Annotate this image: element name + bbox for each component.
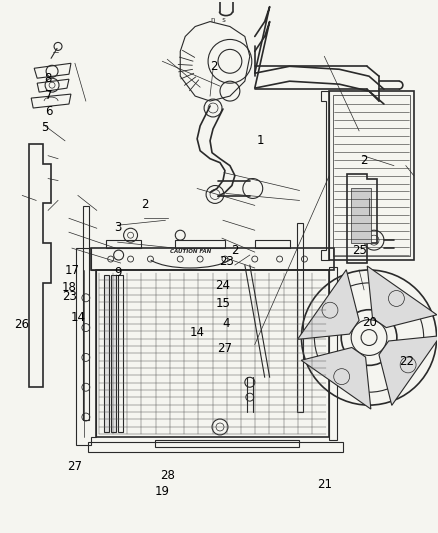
Bar bbox=[104, 275, 109, 432]
Text: 14: 14 bbox=[71, 311, 85, 325]
Text: 27: 27 bbox=[67, 460, 82, 473]
Text: 21: 21 bbox=[317, 478, 332, 491]
Text: n   s: n s bbox=[211, 17, 226, 22]
Bar bbox=[155, 440, 300, 447]
Text: 23: 23 bbox=[219, 255, 234, 268]
Bar bbox=[351, 189, 371, 243]
Text: 25: 25 bbox=[352, 244, 367, 257]
Text: 3: 3 bbox=[114, 221, 121, 234]
Polygon shape bbox=[367, 266, 437, 328]
Bar bbox=[83, 206, 89, 420]
Text: 4: 4 bbox=[222, 317, 230, 330]
Text: 7: 7 bbox=[45, 90, 52, 102]
Text: CAUTION FAN: CAUTION FAN bbox=[170, 248, 211, 254]
Text: 8: 8 bbox=[45, 72, 52, 85]
Text: 2: 2 bbox=[360, 154, 367, 167]
Bar bbox=[333, 95, 410, 256]
Text: 9: 9 bbox=[114, 266, 122, 279]
Bar bbox=[255, 240, 290, 248]
Bar bbox=[111, 275, 116, 432]
Text: 24: 24 bbox=[215, 279, 230, 292]
Polygon shape bbox=[379, 336, 438, 406]
Bar bbox=[297, 223, 304, 412]
Text: 20: 20 bbox=[362, 316, 377, 329]
Polygon shape bbox=[301, 348, 371, 409]
Bar bbox=[96, 270, 329, 437]
Text: 19: 19 bbox=[155, 485, 170, 498]
Bar bbox=[118, 275, 123, 432]
Text: 27: 27 bbox=[217, 342, 232, 355]
Text: 18: 18 bbox=[61, 281, 76, 294]
Text: 2: 2 bbox=[210, 60, 218, 74]
Text: 26: 26 bbox=[14, 318, 29, 331]
Bar bbox=[175, 240, 225, 248]
Text: 22: 22 bbox=[399, 356, 413, 368]
Bar bbox=[88, 442, 343, 452]
Text: 5: 5 bbox=[41, 120, 49, 134]
Text: 15: 15 bbox=[216, 297, 231, 310]
Bar bbox=[329, 267, 337, 440]
Bar bbox=[91, 248, 334, 270]
Bar bbox=[106, 240, 141, 248]
Text: 14: 14 bbox=[190, 326, 205, 338]
Text: 17: 17 bbox=[64, 264, 79, 277]
Text: 6: 6 bbox=[45, 105, 52, 118]
Text: 2: 2 bbox=[231, 244, 239, 257]
Bar bbox=[329, 91, 414, 260]
Text: 2: 2 bbox=[141, 198, 149, 211]
Text: 23: 23 bbox=[62, 290, 77, 303]
Text: 1: 1 bbox=[257, 134, 264, 147]
Text: 28: 28 bbox=[160, 469, 175, 482]
Polygon shape bbox=[297, 270, 359, 340]
